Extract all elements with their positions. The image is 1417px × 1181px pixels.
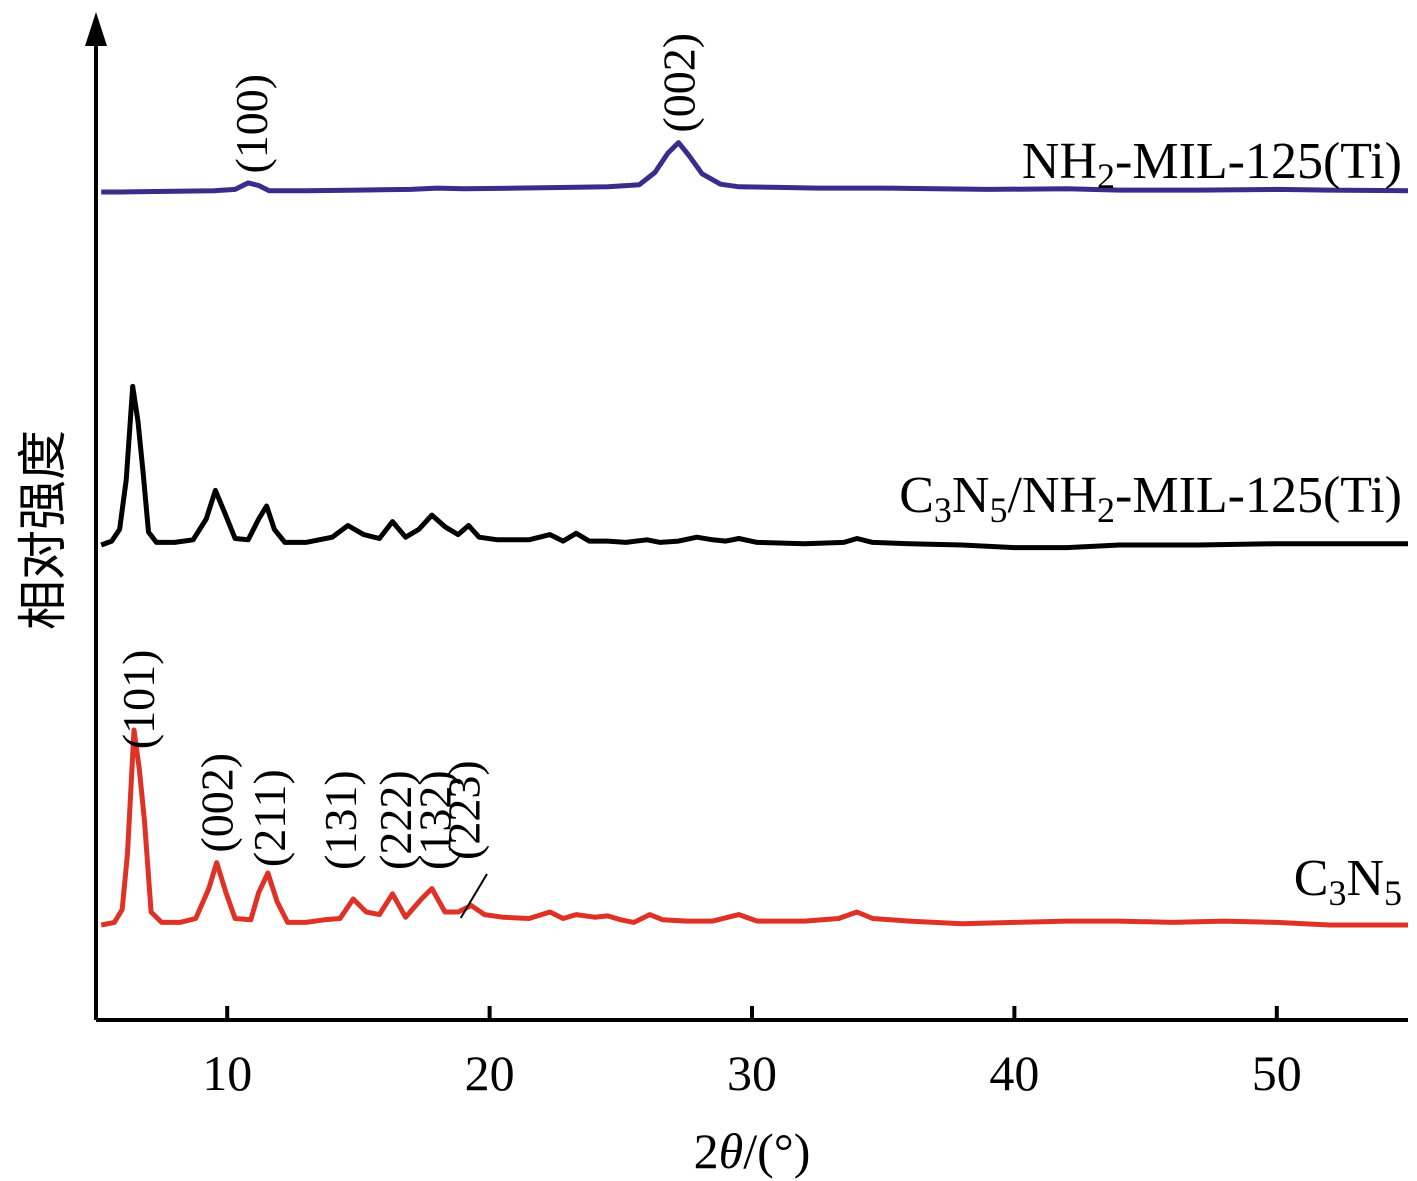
series-line (100, 383, 1408, 551)
series-line (101, 140, 1409, 195)
peak-label: (100) (226, 74, 277, 174)
series-line (100, 727, 1408, 928)
x-tick-label: 20 (465, 1045, 515, 1101)
series-label: C3N5 (1294, 850, 1402, 913)
series-label: C3N5/NH2-MIL-125(Ti) (899, 467, 1402, 530)
peak-label: (223) (438, 760, 489, 860)
x-tick-label: 30 (727, 1045, 777, 1101)
y-axis-arrow (85, 12, 107, 46)
peak-label: (002) (192, 753, 243, 853)
series-label: NH2-MIL-125(Ti) (1022, 133, 1402, 196)
x-tick-label: 50 (1252, 1045, 1302, 1101)
x-axis-label: 2θ/(°) (694, 1123, 811, 1179)
peak-label: (101) (113, 650, 164, 750)
peak-leader-line (459, 873, 488, 919)
series-group (100, 140, 1409, 928)
y-axis-label: 相对强度 (15, 430, 71, 630)
peak-label: (132) (409, 770, 460, 870)
peak-label: (131) (315, 770, 366, 870)
x-tick-label: 10 (202, 1045, 252, 1101)
series-labels: C3N5 C3N5/NH2-MIL-125(Ti) NH2-MIL-125(Ti) (899, 133, 1402, 913)
x-ticks: 10 20 30 40 50 (202, 1006, 1302, 1101)
peak-labels: (100) (002)(101)(002) (211) (131) (222)(132)… (113, 33, 705, 919)
peak-label: (211) (244, 769, 295, 867)
peak-label: (002) (654, 33, 705, 133)
peak-label: (222) (370, 770, 421, 870)
x-tick-label: 40 (989, 1045, 1039, 1101)
